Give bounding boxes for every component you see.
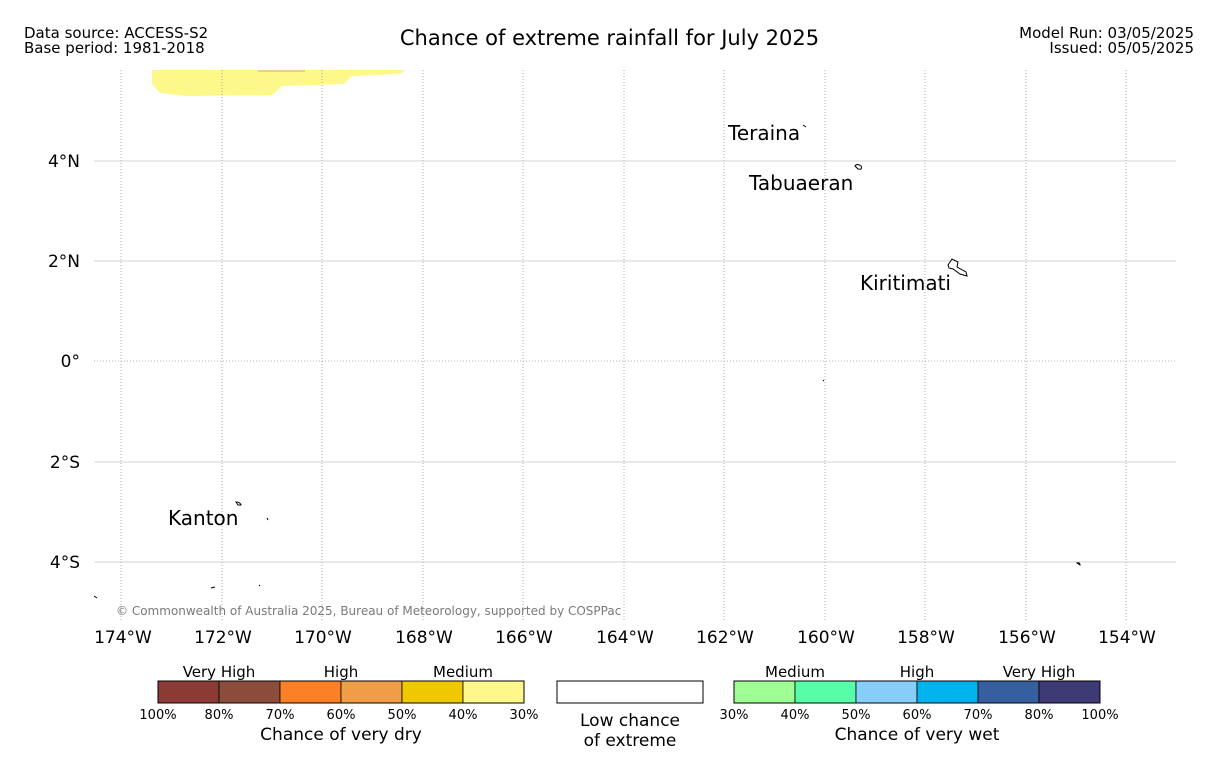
legend-wet-frame — [733, 680, 1101, 704]
issued-label: Issued: 05/05/2025 — [1049, 39, 1194, 57]
legend-wet-swatch — [977, 680, 1040, 704]
legend-dry-tick-label: 60% — [327, 708, 356, 723]
legend-dry-frame — [157, 680, 525, 704]
lon-tick-label: 158°W — [897, 628, 955, 648]
lon-tick-label: 156°W — [998, 628, 1056, 648]
legend-dry-tick-label: 50% — [388, 708, 417, 723]
legend-dry-swatch — [279, 680, 342, 704]
legend-neutral: Low chance of extreme — [556, 680, 704, 751]
lat-tick-label: 0° — [61, 352, 80, 372]
legend-dry-tick-label: 70% — [266, 708, 295, 723]
dry-medium-region — [152, 70, 405, 96]
legend-dry-tick-label: 100% — [139, 708, 176, 723]
lat-tick-label: 2°N — [48, 252, 80, 272]
legend-wet-header: Medium — [765, 663, 825, 681]
lon-tick-label: 160°W — [797, 628, 855, 648]
data-source-label: Data source: ACCESS-S2 — [24, 24, 209, 42]
legend-dry-header: Very High — [183, 663, 256, 681]
model-run-label: Model Run: 03/05/2025 — [1019, 24, 1194, 42]
legend-dry-swatch — [340, 680, 403, 704]
lon-tick-label: 174°W — [94, 628, 152, 648]
legend-wet-swatch — [794, 680, 857, 704]
place-label-tabuaeran: Tabuaeran — [748, 171, 853, 195]
legend-wet-tick-label: 100% — [1081, 708, 1118, 723]
lat-tick-label: 2°S — [50, 453, 80, 473]
legend-wet-tick-label: 40% — [781, 708, 810, 723]
lon-tick-label: 166°W — [495, 628, 553, 648]
lon-tick-label: 170°W — [294, 628, 352, 648]
map-title: Chance of extreme rainfall for July 2025 — [399, 26, 820, 50]
legend-dry-tick-label: 80% — [205, 708, 234, 723]
legend-wet-tick-label: 30% — [720, 708, 749, 723]
place-label-kiritimati: Kiritimati — [860, 271, 951, 295]
legend-wet-header: High — [900, 663, 934, 681]
copyright-notice: © Commonwealth of Australia 2025, Bureau… — [116, 604, 621, 618]
legend-neutral-caption-1: Low chance — [580, 711, 680, 731]
legend-dry-swatches — [157, 680, 525, 704]
lon-tick-label: 164°W — [596, 628, 654, 648]
legend-wet-swatch — [916, 680, 979, 704]
lon-tick-label: 172°W — [194, 628, 252, 648]
legend-wet-ticks: 30% 40% 50% 60% 70% 80% 100% — [720, 708, 1119, 723]
legend-wet-swatch — [1038, 680, 1101, 704]
legend-wet-header: Very High — [1003, 663, 1076, 681]
base-period-label: Base period: 1981-2018 — [24, 39, 205, 57]
lon-tick-label: 168°W — [395, 628, 453, 648]
place-label-kanton: Kanton — [168, 506, 238, 530]
legend-wet-tick-label: 50% — [842, 708, 871, 723]
legend-wet-tick-label: 80% — [1025, 708, 1054, 723]
legend-wet-caption: Chance of very wet — [835, 725, 1000, 745]
place-label-teraina: Teraina — [727, 121, 800, 145]
legend-dry-swatch — [218, 680, 281, 704]
lat-tick-label: 4°S — [50, 553, 80, 573]
legend-wet-swatches — [733, 680, 1101, 704]
legend-wet-tick-label: 60% — [903, 708, 932, 723]
legend-dry-header: High — [324, 663, 358, 681]
legend-dry-header: Medium — [433, 663, 493, 681]
coastlines — [93, 124, 1081, 599]
legend-dry-tick-label: 30% — [510, 708, 539, 723]
legend-neutral-caption-2: of extreme — [584, 731, 677, 751]
legend-wet-swatch — [855, 680, 918, 704]
legend-dry-tick-label: 40% — [449, 708, 478, 723]
lon-tick-label: 154°W — [1098, 628, 1156, 648]
lon-tick-label: 162°W — [696, 628, 754, 648]
legend-dry-swatch — [157, 680, 220, 704]
legend-wet-swatch — [733, 680, 796, 704]
legend-dry-swatch — [401, 680, 464, 704]
lat-tick-label: 4°N — [48, 152, 80, 172]
legend-dry-caption: Chance of very dry — [260, 725, 422, 745]
legend-neutral-swatch — [556, 680, 704, 704]
longitude-gridlines — [120, 70, 1127, 620]
latitude-gridlines — [94, 160, 1176, 563]
legend-dry-ticks: 100% 80% 70% 60% 50% 40% 30% — [139, 708, 538, 723]
legend-wet-tick-label: 70% — [964, 708, 993, 723]
legend-dry: Very High High Medium 100% 80% 70% 60% 50% 40… — [139, 663, 538, 745]
legend-wet: Medium High Very High 30% 40% 50% 60% 70% 80%… — [720, 663, 1119, 745]
legend-dry-swatch — [462, 680, 525, 704]
